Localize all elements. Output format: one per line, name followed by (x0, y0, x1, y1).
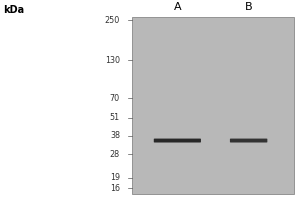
Text: B: B (245, 2, 253, 12)
Text: 16: 16 (110, 184, 120, 193)
Text: 28: 28 (110, 150, 120, 159)
FancyBboxPatch shape (230, 139, 267, 143)
Bar (132, 17, 294, 194)
Text: 250: 250 (105, 16, 120, 25)
Text: 38: 38 (110, 131, 120, 140)
Text: 19: 19 (110, 173, 120, 182)
Text: 51: 51 (110, 113, 120, 122)
Text: 130: 130 (105, 56, 120, 65)
Text: A: A (173, 2, 181, 12)
Text: kDa: kDa (3, 5, 24, 15)
FancyBboxPatch shape (154, 139, 201, 143)
Text: 70: 70 (110, 94, 120, 103)
